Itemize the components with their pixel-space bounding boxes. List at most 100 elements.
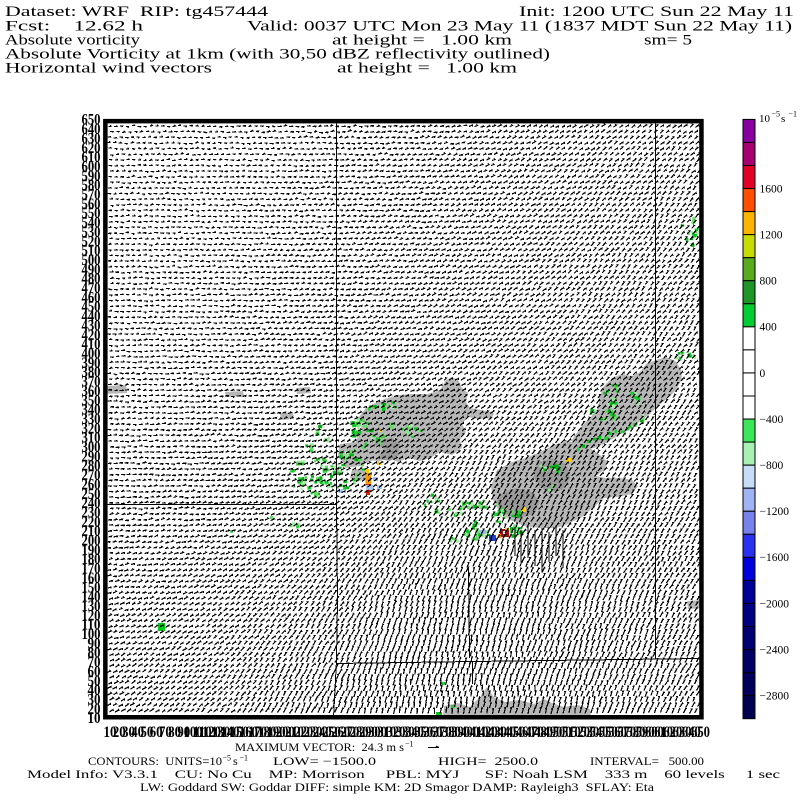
svg-text:800: 800 (760, 276, 778, 288)
svg-text:20: 20 (88, 701, 101, 718)
svg-text:140: 140 (82, 589, 101, 606)
svg-text:440: 440 (82, 308, 101, 325)
svg-text:400: 400 (82, 345, 101, 362)
svg-text:10: 10 (88, 710, 101, 727)
svg-text:−400: −400 (760, 414, 784, 426)
svg-text:600: 600 (645, 724, 664, 741)
svg-text:550: 550 (82, 205, 101, 222)
svg-text:60: 60 (150, 724, 163, 741)
svg-text:520: 520 (82, 233, 101, 250)
svg-text:520: 520 (571, 724, 590, 741)
svg-text:sm= 5: sm= 5 (644, 33, 692, 49)
svg-text:250: 250 (82, 486, 101, 503)
svg-text:570: 570 (82, 187, 101, 204)
svg-text:HIGH= 2500.0: HIGH= 2500.0 (438, 754, 538, 768)
svg-text:−2400: −2400 (760, 644, 790, 656)
svg-text:0: 0 (760, 368, 766, 380)
svg-text:Valid: 0037 UTC Mon 23 May 11: Valid: 0037 UTC Mon 23 May 11 (1837 MDT … (247, 19, 792, 35)
svg-text:560: 560 (82, 196, 101, 213)
svg-text:410: 410 (82, 336, 101, 353)
svg-text:30: 30 (88, 692, 101, 709)
svg-text:−1: −1 (789, 110, 798, 119)
svg-text:90: 90 (88, 635, 101, 652)
svg-text:210: 210 (82, 523, 101, 540)
svg-text:−2800: −2800 (760, 690, 790, 702)
svg-text:640: 640 (82, 121, 101, 138)
svg-text:300: 300 (368, 724, 387, 741)
svg-text:190: 190 (267, 724, 286, 741)
svg-text:150: 150 (82, 579, 101, 596)
svg-text:310: 310 (82, 430, 101, 447)
svg-text:510: 510 (562, 724, 581, 741)
svg-text:360: 360 (423, 724, 442, 741)
svg-text:440: 440 (497, 724, 516, 741)
svg-text:170: 170 (248, 724, 267, 741)
svg-text:80: 80 (168, 724, 181, 741)
svg-text:−800: −800 (760, 460, 784, 472)
svg-text:20: 20 (113, 724, 126, 741)
svg-text:580: 580 (626, 724, 645, 741)
svg-text:590: 590 (82, 168, 101, 185)
svg-text:550: 550 (599, 724, 618, 741)
svg-text:320: 320 (387, 724, 406, 741)
svg-text:280: 280 (350, 724, 369, 741)
svg-text:390: 390 (82, 355, 101, 372)
svg-text:620: 620 (663, 724, 682, 741)
svg-text:70: 70 (88, 654, 101, 671)
svg-text:630: 630 (673, 724, 692, 741)
svg-text:300: 300 (82, 439, 101, 456)
svg-text:610: 610 (654, 724, 673, 741)
svg-text:400: 400 (460, 724, 479, 741)
svg-text:220: 220 (82, 514, 101, 531)
svg-text:180: 180 (257, 724, 276, 741)
svg-text:Absolute vorticity: Absolute vorticity (5, 33, 141, 49)
svg-text:40: 40 (88, 682, 101, 699)
svg-text:40: 40 (131, 724, 144, 741)
svg-text:350: 350 (82, 392, 101, 409)
svg-text:580: 580 (82, 177, 101, 194)
svg-text:510: 510 (82, 243, 101, 260)
svg-text:−2000: −2000 (760, 598, 790, 610)
svg-text:200: 200 (82, 533, 101, 550)
svg-text:330: 330 (82, 411, 101, 428)
svg-text:250: 250 (322, 724, 341, 741)
svg-text:240: 240 (313, 724, 332, 741)
svg-text:Dataset: WRF RIP: tg457444: Dataset: WRF RIP: tg457444 (5, 4, 268, 20)
svg-text:340: 340 (405, 724, 424, 741)
svg-text:590: 590 (636, 724, 655, 741)
svg-text:Horizontal wind vectors: Horizontal wind vectors (5, 61, 213, 77)
svg-text:530: 530 (82, 224, 101, 241)
svg-text:−1: −1 (240, 754, 249, 763)
svg-text:10: 10 (759, 113, 771, 125)
svg-text:120: 120 (202, 724, 221, 741)
svg-text:280: 280 (82, 458, 101, 475)
svg-text:240: 240 (82, 495, 101, 512)
svg-text:330: 330 (396, 724, 415, 741)
svg-text:s: s (781, 113, 785, 125)
svg-text:100: 100 (82, 626, 101, 643)
svg-text:130: 130 (211, 724, 230, 741)
svg-text:MAXIMUM VECTOR: 24.3 m s: MAXIMUM VECTOR: 24.3 m s (235, 740, 404, 754)
svg-text:Absolute Vorticity at 1km (wit: Absolute Vorticity at 1km (with 30,50 dB… (5, 47, 550, 63)
svg-text:290: 290 (82, 448, 101, 465)
svg-text:at height = 1.00 km: at height = 1.00 km (332, 33, 512, 49)
svg-text:450: 450 (82, 299, 101, 316)
svg-text:480: 480 (82, 271, 101, 288)
svg-text:Fcst: 12.62 h: Fcst: 12.62 h (5, 19, 143, 35)
svg-text:470: 470 (525, 724, 544, 741)
svg-text:1200: 1200 (760, 229, 783, 241)
svg-text:180: 180 (82, 551, 101, 568)
svg-text:10: 10 (104, 724, 117, 741)
svg-text:−1: −1 (405, 740, 414, 749)
svg-text:500: 500 (553, 724, 572, 741)
svg-text:310: 310 (377, 724, 396, 741)
svg-text:430: 430 (82, 317, 101, 334)
svg-text:110: 110 (193, 724, 212, 741)
svg-text:LW: Goddard SW: Goddar DIFF: s: LW: Goddard SW: Goddar DIFF: simple KM: … (140, 780, 655, 794)
svg-text:INTERVAL= 500.00: INTERVAL= 500.00 (590, 754, 704, 768)
svg-text:270: 270 (340, 724, 359, 741)
svg-text:Model Info: V3.3.1 CU: No C: Model Info: V3.3.1 CU: No Cu MP: Morriso… (27, 767, 780, 781)
svg-text:540: 540 (590, 724, 609, 741)
svg-text:50: 50 (140, 724, 153, 741)
svg-text:560: 560 (608, 724, 627, 741)
